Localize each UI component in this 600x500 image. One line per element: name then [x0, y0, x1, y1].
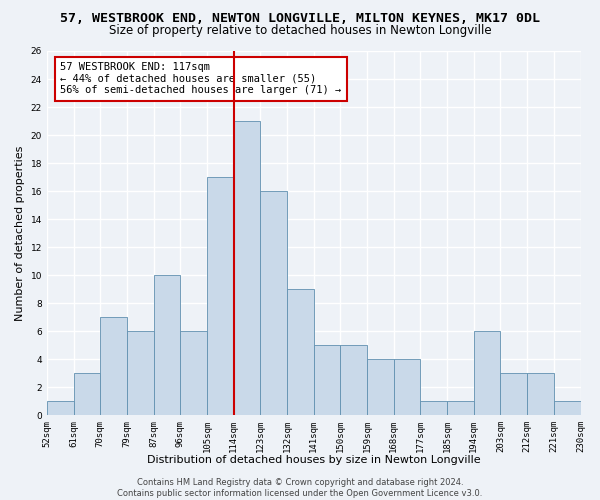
Bar — [367, 359, 394, 415]
Bar — [181, 331, 207, 415]
Bar — [554, 401, 581, 415]
Bar — [127, 331, 154, 415]
Text: 57, WESTBROOK END, NEWTON LONGVILLE, MILTON KEYNES, MK17 0DL: 57, WESTBROOK END, NEWTON LONGVILLE, MIL… — [60, 12, 540, 26]
Text: Size of property relative to detached houses in Newton Longville: Size of property relative to detached ho… — [109, 24, 491, 37]
X-axis label: Distribution of detached houses by size in Newton Longville: Distribution of detached houses by size … — [147, 455, 481, 465]
Bar — [394, 359, 421, 415]
Bar — [421, 401, 447, 415]
Bar — [260, 191, 287, 415]
Bar — [154, 275, 181, 415]
Bar — [500, 373, 527, 415]
Bar — [100, 317, 127, 415]
Bar — [233, 121, 260, 415]
Bar — [47, 401, 74, 415]
Bar — [314, 345, 340, 415]
Bar — [527, 373, 554, 415]
Bar — [340, 345, 367, 415]
Bar — [74, 373, 100, 415]
Text: Contains HM Land Registry data © Crown copyright and database right 2024.
Contai: Contains HM Land Registry data © Crown c… — [118, 478, 482, 498]
Text: 57 WESTBROOK END: 117sqm
← 44% of detached houses are smaller (55)
56% of semi-d: 57 WESTBROOK END: 117sqm ← 44% of detach… — [60, 62, 341, 96]
Bar — [474, 331, 500, 415]
Y-axis label: Number of detached properties: Number of detached properties — [15, 146, 25, 320]
Bar — [447, 401, 474, 415]
Bar — [207, 177, 233, 415]
Bar — [287, 289, 314, 415]
